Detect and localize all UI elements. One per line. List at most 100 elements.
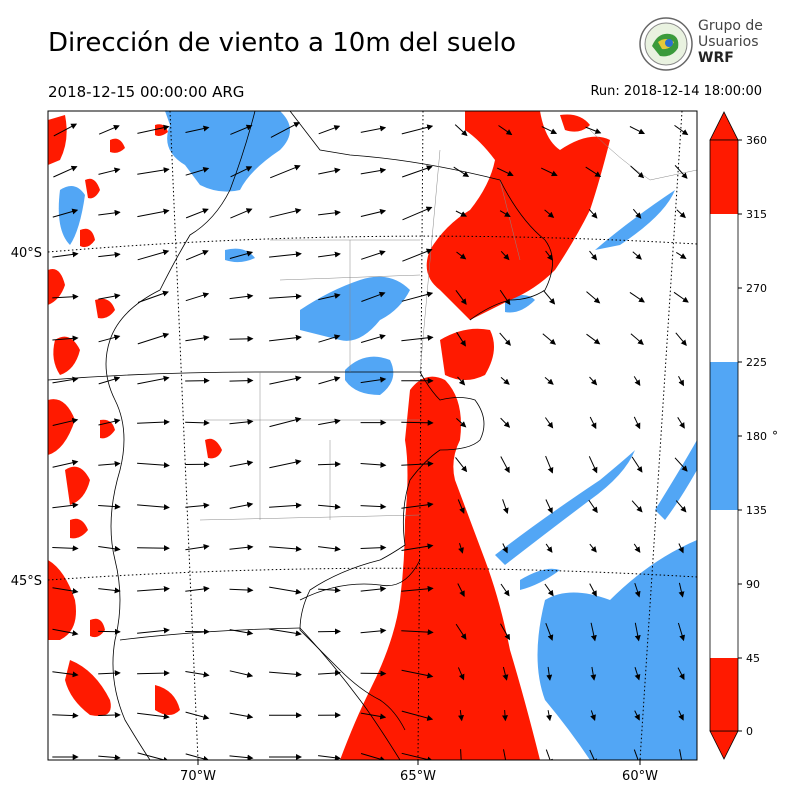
wind-arrow	[585, 126, 602, 134]
wind-arrow	[674, 165, 688, 179]
wind-arrow	[98, 167, 121, 175]
wind-arrow	[98, 376, 121, 385]
wind-arrow	[229, 293, 254, 300]
wind-arrow	[546, 710, 552, 722]
blue-patch-west	[58, 186, 85, 245]
colorbar-band-225-315	[710, 214, 738, 362]
colorbar-band-45-135	[710, 510, 738, 658]
wind-arrow	[137, 290, 169, 303]
wind-arrow	[589, 543, 597, 553]
wind-arrow	[401, 585, 434, 592]
wind-arrow	[544, 209, 555, 218]
wind-arrow	[269, 586, 302, 595]
wind-arrow	[455, 623, 467, 640]
colorbar-tick-270: 270	[746, 282, 767, 295]
wind-arrow	[98, 545, 121, 552]
wrf-logo: Grupo de Usuarios WRF	[638, 16, 768, 74]
colorbar-unit: °	[772, 429, 778, 443]
wind-arrow	[458, 710, 464, 722]
run-time: Run: 2018-12-14 18:00:00	[590, 84, 762, 99]
wind-arrow	[270, 164, 301, 179]
wind-arrow	[590, 666, 597, 681]
wind-arrow	[98, 334, 121, 343]
logo-line-1: Grupo de	[698, 18, 763, 34]
wind-arrow	[455, 210, 467, 217]
wind-arrow	[590, 710, 596, 721]
valid-time: 2018-12-15 00:00:00 ARG	[48, 83, 245, 101]
wind-arrow	[137, 332, 170, 345]
wind-arrow	[401, 501, 434, 509]
wind-arrow	[52, 335, 79, 342]
wind-arrow	[185, 125, 210, 133]
lon-label-60w: 60°W	[622, 769, 658, 784]
wind-arrow	[318, 418, 341, 426]
wind-arrow	[229, 712, 254, 720]
wind-arrow	[229, 502, 254, 509]
wind-arrow	[588, 456, 598, 474]
wind-arrow	[98, 209, 121, 216]
wind-arrow	[589, 250, 598, 261]
wind-arrow	[137, 249, 170, 261]
blue-band-4	[520, 568, 560, 590]
wind-arrow	[589, 749, 597, 760]
wind-arrow	[401, 334, 434, 342]
wind-arrow	[632, 208, 642, 219]
wind-arrow	[500, 250, 510, 261]
wind-arrow	[318, 292, 341, 301]
wind-arrow	[98, 503, 121, 510]
wind-arrow	[500, 417, 511, 428]
wind-arrow	[589, 583, 597, 597]
wind-arrow	[589, 416, 597, 430]
wind-arrow	[457, 499, 465, 514]
wind-arrow	[185, 711, 210, 720]
wind-arrow	[137, 208, 170, 218]
wind-arrow	[633, 543, 641, 553]
wind-arrow	[53, 165, 78, 178]
colorbar-band-315-360	[710, 140, 738, 214]
wind-arrow	[137, 167, 170, 175]
blue-patch-central-2	[345, 356, 394, 395]
colorbar-tick-225: 225	[746, 356, 767, 369]
wind-arrow	[317, 461, 341, 468]
wind-arrow	[496, 167, 514, 177]
wind-arrow	[269, 545, 302, 552]
wind-arrow	[360, 208, 387, 217]
wind-arrow	[676, 251, 687, 259]
wind-arrow	[589, 376, 598, 386]
wind-arrow	[457, 583, 465, 597]
wind-arrow	[632, 251, 642, 260]
wind-arrow	[500, 456, 510, 474]
wind-arrow	[543, 290, 556, 305]
wind-arrow	[586, 291, 601, 304]
wind-arrow	[588, 499, 598, 514]
wind-arrow	[673, 291, 689, 303]
wind-arrow	[499, 289, 511, 306]
wind-arrow	[230, 124, 253, 135]
wind-arrow	[590, 622, 597, 642]
wind-arrow	[677, 417, 685, 429]
wind-arrow	[137, 627, 170, 634]
blue-patch-north	[165, 111, 290, 192]
wind-arrow	[401, 124, 434, 135]
wind-arrow	[270, 122, 300, 138]
blue-band-3	[655, 440, 697, 520]
wind-arrow	[185, 250, 209, 261]
colorbar-top-arrow	[709, 111, 739, 141]
wind-arrow	[360, 586, 387, 593]
wind-arrow	[269, 375, 302, 385]
wind-arrow	[269, 416, 302, 428]
lon-label-70w: 70°W	[180, 769, 216, 784]
wind-arrow	[545, 543, 553, 553]
wind-arrow	[629, 291, 645, 303]
wind-arrow	[545, 455, 554, 474]
wind-arrow	[229, 377, 254, 384]
wind-arrow	[458, 749, 465, 760]
wind-arrow	[137, 712, 170, 720]
wind-arrow	[634, 622, 641, 642]
wind-arrow	[500, 377, 510, 385]
wind-arrow	[52, 208, 79, 218]
wind-arrow	[52, 587, 79, 594]
wind-arrow	[402, 206, 433, 221]
wind-arrow	[546, 666, 553, 681]
wind-arrow	[675, 332, 687, 346]
